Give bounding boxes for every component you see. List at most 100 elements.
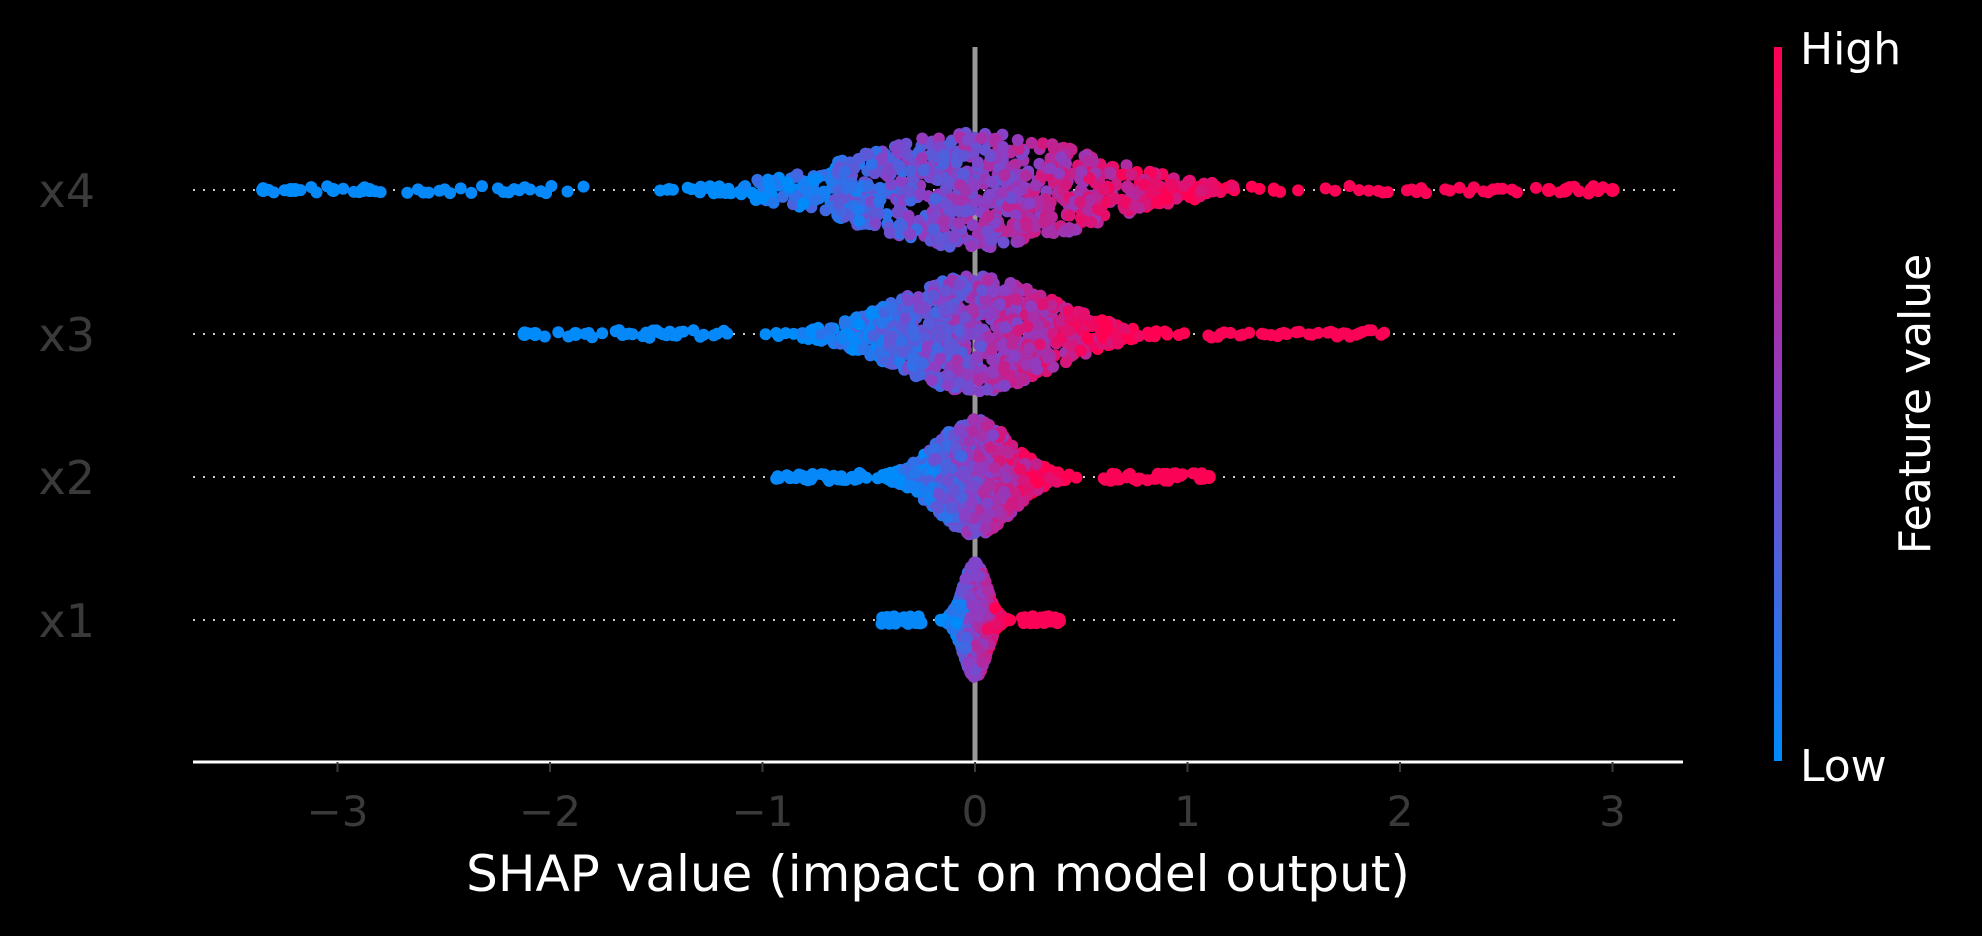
shap-point-x4 xyxy=(1121,181,1134,194)
x-axis-ticks: −3 −2 −1 0 1 2 3 xyxy=(307,762,1626,836)
shap-point-x3 xyxy=(1041,351,1054,364)
shap-point-x3 xyxy=(942,369,955,382)
shap-point-x4 xyxy=(1245,180,1258,193)
shap-point-x4 xyxy=(853,214,865,227)
shap-point-x3 xyxy=(1064,339,1077,352)
shap-point-x3 xyxy=(952,324,965,337)
shap-point-x3 xyxy=(1010,293,1023,306)
shap-point-x3 xyxy=(1062,305,1075,318)
shap-point-x3 xyxy=(902,294,915,307)
shap-point-x4 xyxy=(985,234,998,247)
shap-point-x3 xyxy=(976,284,989,297)
shap-point-x3 xyxy=(636,330,649,343)
shap-point-x4 xyxy=(981,225,994,238)
shap-point-x4 xyxy=(957,149,970,162)
shap-point-x4 xyxy=(917,164,930,177)
shap-point-x4 xyxy=(938,149,951,162)
shap-point-x2 xyxy=(953,424,966,437)
shap-point-x2 xyxy=(883,468,896,481)
shap-point-x3 xyxy=(824,322,837,335)
x-tick-label: −3 xyxy=(307,787,369,836)
shap-point-x3 xyxy=(759,328,772,341)
shap-point-x2 xyxy=(871,472,884,485)
shap-point-x4 xyxy=(801,186,814,199)
shap-point-x4 xyxy=(1075,212,1087,225)
shap-point-x4 xyxy=(961,134,974,146)
shap-point-x3 xyxy=(986,343,999,355)
shap-point-x4 xyxy=(1160,193,1172,206)
shap-point-x3 xyxy=(836,332,848,345)
shap-point-x3 xyxy=(998,360,1011,373)
shap-point-x2 xyxy=(979,512,992,525)
shap-point-x4 xyxy=(997,236,1010,249)
shap-point-x4 xyxy=(666,183,679,196)
shap-point-x4 xyxy=(1109,192,1122,205)
shap-point-x4 xyxy=(1020,220,1033,232)
shap-point-x3 xyxy=(1100,318,1113,331)
shap-point-x3 xyxy=(1023,342,1036,355)
shap-point-x4 xyxy=(875,152,888,165)
shap-point-x3 xyxy=(921,340,934,353)
shap-point-x3 xyxy=(966,303,979,316)
shap-outlier-x4 xyxy=(288,183,302,197)
shap-outlier-x4 xyxy=(362,183,377,197)
shap-point-x3 xyxy=(867,329,880,342)
shap-point-x4 xyxy=(903,228,916,241)
shap-point-x4 xyxy=(1085,216,1097,229)
colorbar-high-label: High xyxy=(1800,24,1901,75)
shap-point-x3 xyxy=(1036,298,1049,311)
shap-point-x4 xyxy=(492,182,504,195)
shap-point-x4 xyxy=(1029,220,1042,233)
shap-point-x3 xyxy=(838,316,851,329)
shap-point-x4 xyxy=(561,185,574,198)
shap-point-x3 xyxy=(1063,324,1075,337)
shap-point-x4 xyxy=(1165,178,1178,191)
shap-point-x3 xyxy=(1365,324,1378,337)
shap-point-x4 xyxy=(982,210,995,222)
shap-point-x3 xyxy=(1033,338,1046,351)
shap-point-x3 xyxy=(1172,329,1185,341)
shap-point-x4 xyxy=(966,219,979,232)
shap-point-x4 xyxy=(722,182,735,195)
shap-point-x3 xyxy=(986,353,999,366)
shap-point-x4 xyxy=(1023,197,1036,210)
x-tick-label: −1 xyxy=(732,787,794,836)
shap-point-x3 xyxy=(981,274,994,287)
shap-point-x1 xyxy=(960,641,973,654)
shap-point-x4 xyxy=(914,188,926,201)
shap-point-x3 xyxy=(1077,308,1090,321)
shap-point-x3 xyxy=(922,317,935,330)
shap-point-x4 xyxy=(1467,181,1480,194)
shap-point-x2 xyxy=(948,484,961,496)
shap-point-x1 xyxy=(989,602,1002,615)
shap-point-x3 xyxy=(1047,360,1060,373)
shap-point-x4 xyxy=(1510,186,1523,199)
shap-point-x4 xyxy=(852,153,865,165)
shap-point-x4 xyxy=(534,185,547,198)
shap-point-x4 xyxy=(1044,162,1057,175)
shap-point-x4 xyxy=(476,180,488,193)
shap-point-x4 xyxy=(1150,196,1163,209)
feature-label-x4: x4 xyxy=(39,164,96,218)
shap-point-x4 xyxy=(1227,180,1240,193)
colorbar xyxy=(1774,47,1782,761)
shap-point-x3 xyxy=(987,367,1000,379)
shap-point-x4 xyxy=(928,223,940,236)
shap-point-x1 xyxy=(959,573,972,585)
shap-point-x4 xyxy=(1036,137,1049,150)
shap-point-x3 xyxy=(885,301,898,314)
shap-point-x4 xyxy=(654,184,667,197)
shap-point-x4 xyxy=(694,186,706,199)
shap-point-x4 xyxy=(985,176,998,188)
shap-point-x1 xyxy=(1004,614,1017,627)
shap-point-x3 xyxy=(975,340,988,353)
shap-point-x4 xyxy=(865,158,878,170)
shap-point-x4 xyxy=(861,148,874,160)
shap-point-x4 xyxy=(932,174,944,187)
shap-point-x2 xyxy=(966,425,979,438)
shap-point-x4 xyxy=(1081,203,1094,216)
shap-point-x4 xyxy=(895,175,908,188)
shap-point-x3 xyxy=(998,284,1011,297)
shap-point-x3 xyxy=(853,318,865,331)
